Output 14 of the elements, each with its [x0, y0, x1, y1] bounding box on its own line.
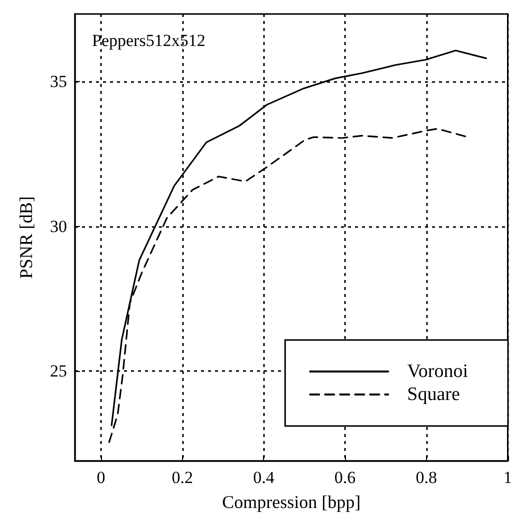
- y-tick-label: 25: [50, 362, 67, 381]
- y-axis-title: PSNR [dB]: [16, 196, 36, 279]
- x-tick-label: 0.6: [334, 468, 356, 487]
- x-tick-label: 0.2: [172, 468, 193, 487]
- legend-label: Voronoi: [407, 361, 468, 382]
- y-tick-label: 35: [50, 72, 67, 91]
- annotation: Peppers512x512: [92, 31, 206, 50]
- x-tick-label: 0: [96, 468, 106, 487]
- x-axis-title: Compression [bpp]: [222, 492, 361, 512]
- x-tick-label: 1: [504, 468, 512, 487]
- legend-label: Square: [407, 384, 460, 405]
- y-tick-label: 30: [50, 216, 67, 236]
- x-tick-label: 0.8: [416, 468, 438, 487]
- x-tick-label: 0.4: [253, 468, 275, 487]
